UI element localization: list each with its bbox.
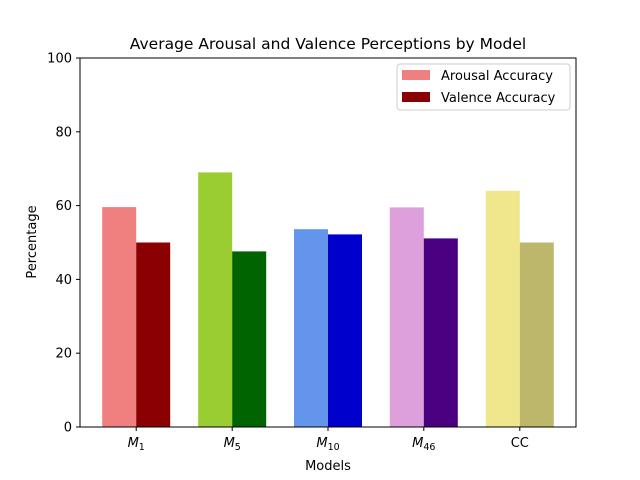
legend-swatch-arousal	[402, 70, 430, 80]
x-tick-label: M10	[316, 436, 339, 453]
legend-label-valence: Valence Accuracy	[441, 91, 556, 106]
x-tick-label: M1	[128, 436, 145, 453]
arousal-bar-4	[486, 191, 520, 427]
y-tick-label: 100	[47, 52, 72, 67]
bars-group	[102, 172, 554, 427]
valence-bar-0	[136, 243, 170, 428]
x-tick-label: M46	[412, 436, 435, 453]
valence-bar-3	[424, 238, 458, 427]
valence-bar-2	[328, 234, 362, 427]
y-tick-label: 80	[55, 125, 72, 140]
arousal-bar-1	[198, 172, 232, 427]
legend-swatch-valence	[402, 92, 430, 102]
y-tick-label: 20	[55, 347, 72, 362]
valence-bar-1	[232, 251, 266, 427]
legend: Arousal Accuracy Valence Accuracy	[397, 64, 570, 110]
y-tick-label: 60	[55, 199, 72, 214]
y-tick-label: 40	[55, 273, 72, 288]
x-tick-label: M5	[224, 436, 241, 453]
arousal-bar-3	[390, 207, 424, 427]
valence-bar-4	[520, 243, 554, 428]
legend-label-arousal: Arousal Accuracy	[441, 69, 553, 84]
arousal-bar-0	[102, 207, 136, 427]
x-axis-label: Models	[305, 459, 351, 474]
y-axis-ticks: 0 20 40 60 80 100	[47, 52, 80, 436]
chart-title: Average Arousal and Valence Perceptions …	[130, 35, 526, 53]
x-axis-ticks: M1 M5 M10 M46 CC	[128, 427, 529, 453]
y-tick-label: 0	[64, 421, 72, 436]
y-axis-label: Percentage	[25, 205, 40, 278]
arousal-bar-2	[294, 229, 328, 427]
x-tick-label: CC	[511, 436, 529, 451]
